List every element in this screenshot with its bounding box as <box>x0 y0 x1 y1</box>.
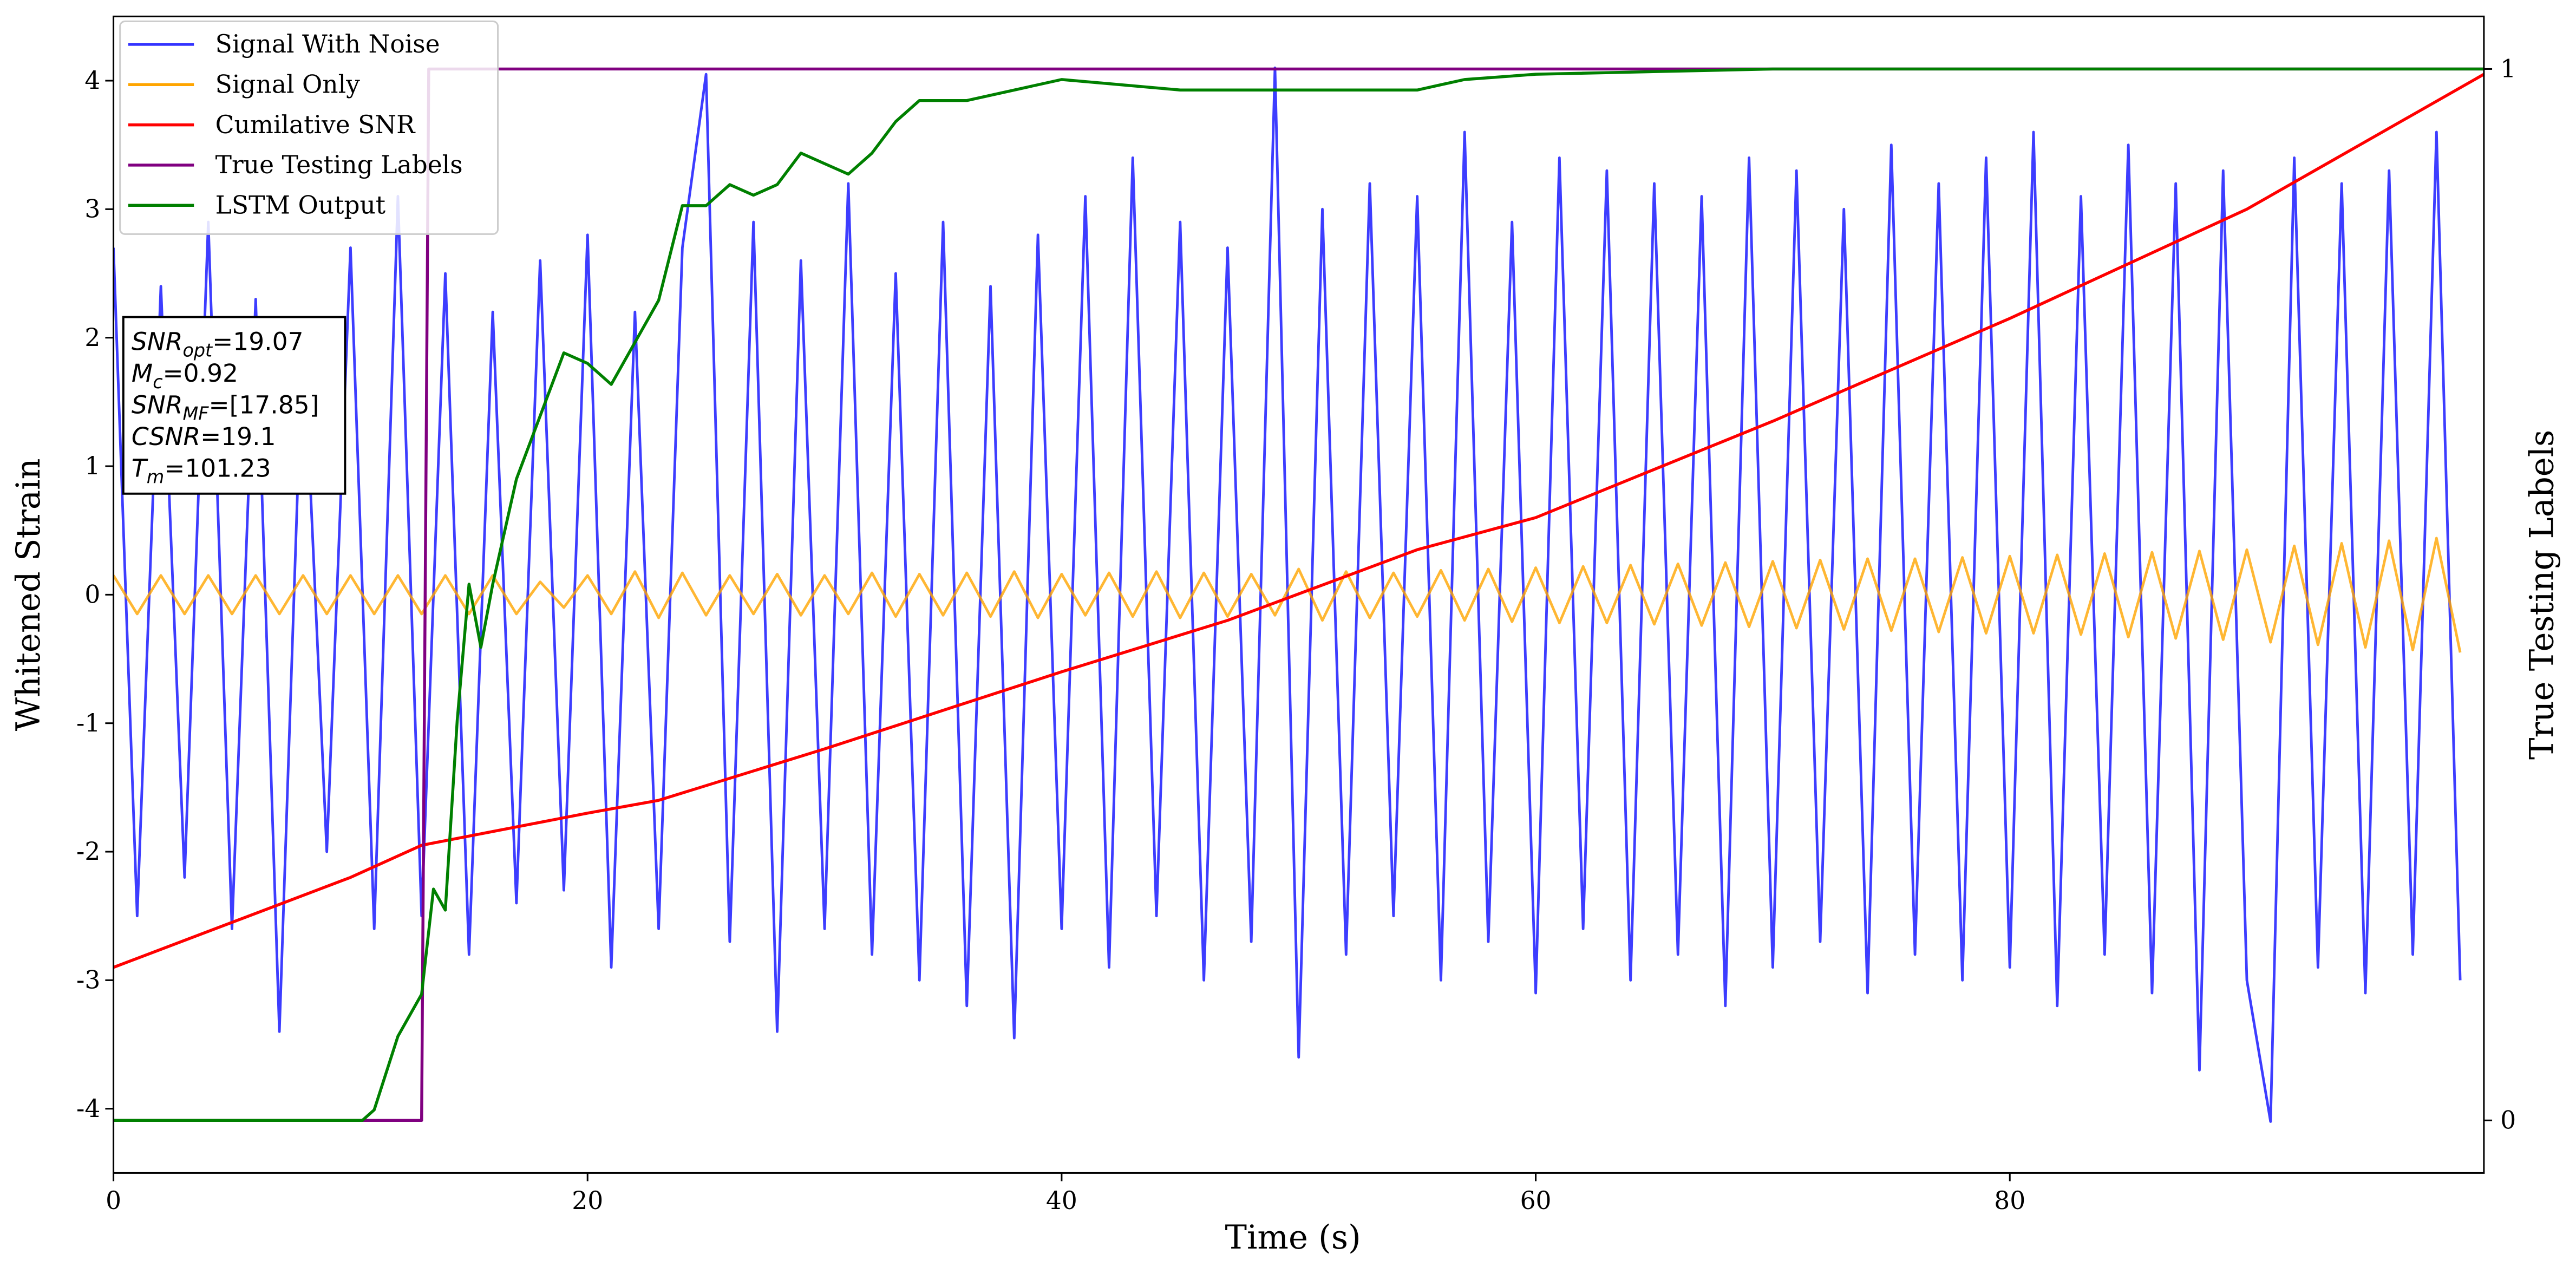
y-tick-label: 4 <box>84 66 100 95</box>
y2-tick-label: 0 <box>2500 1106 2516 1134</box>
x-tick-label: 40 <box>1046 1186 1077 1215</box>
y-tick-label: 3 <box>84 195 100 224</box>
y2-axis-label: True Testing Labels <box>2523 430 2561 760</box>
annotation-value: =101.23 <box>164 454 271 483</box>
annotation-value: =19.07 <box>212 327 303 356</box>
legend-label: Cumilative SNR <box>215 110 416 139</box>
legend-label: Signal Only <box>215 70 360 99</box>
annotation-box <box>122 316 346 495</box>
annotation-symbol: CSNR <box>132 422 200 451</box>
series-line <box>113 67 2484 1122</box>
y-tick-label: -2 <box>76 837 100 866</box>
annotation-subscript: c <box>153 371 162 393</box>
y-axis-label: Whitened Strain <box>10 458 48 731</box>
annotation-line: CSNR=19.1 <box>132 422 276 451</box>
x-axis-label: Time (s) <box>1225 1219 1361 1257</box>
annotation-symbol: M <box>132 359 153 388</box>
x-tick-label: 80 <box>1994 1186 2025 1215</box>
series-line <box>113 66 2462 1123</box>
legend-label: True Testing Labels <box>215 151 463 179</box>
annotation-symbol: SNR <box>132 390 183 419</box>
annotation-subscript: MF <box>182 403 209 424</box>
legend-label: LSTM Output <box>215 191 385 219</box>
y-tick-label: -4 <box>76 1094 100 1123</box>
annotation-subscript: m <box>147 467 165 488</box>
annotation-line: Tm=101.23 <box>132 454 271 488</box>
x-tick-label: 20 <box>572 1186 603 1215</box>
legend-label: Signal With Noise <box>215 30 440 58</box>
y-tick-label: -3 <box>76 966 100 995</box>
y-tick-label: 1 <box>84 452 100 480</box>
annotation-value: =19.1 <box>200 422 276 451</box>
annotation-symbol: SNR <box>132 327 183 356</box>
annotation-subscript: opt <box>182 339 213 361</box>
annotation-value: =0.92 <box>163 359 238 388</box>
x-tick-label: 60 <box>1520 1186 1552 1215</box>
annotation-line: SNRopt=19.07 <box>132 327 304 361</box>
series-line <box>113 537 2462 653</box>
y-tick-label: 0 <box>84 580 100 609</box>
annotation-line: Mc=0.92 <box>132 359 238 393</box>
y-tick-label: -1 <box>76 709 100 737</box>
legend-box <box>119 20 499 235</box>
annotation-value: =[17.85] <box>208 390 319 419</box>
plot-area <box>113 66 2484 1123</box>
y-tick-label: 2 <box>84 323 100 352</box>
y2-tick-label: 1 <box>2500 55 2516 83</box>
annotation-symbol: T <box>132 454 148 483</box>
x-tick-label: 0 <box>106 1186 121 1215</box>
annotation-line: SNRMF=[17.85] <box>132 390 319 424</box>
